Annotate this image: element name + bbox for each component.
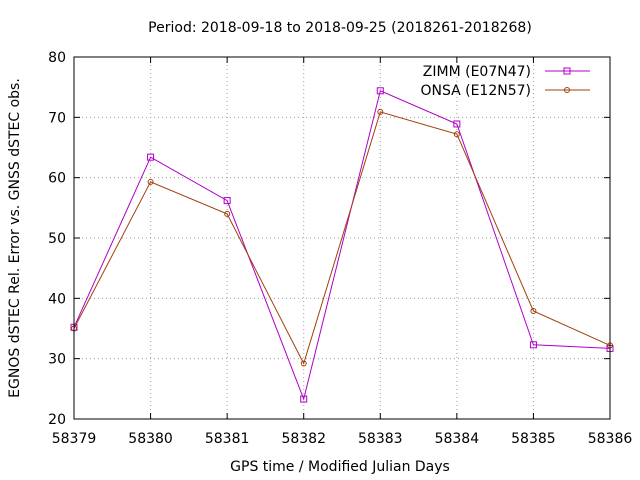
x-tick-label: 58384: [435, 431, 480, 447]
legend-marker: [564, 87, 570, 93]
y-axis-label: EGNOS dSTEC Rel. Error vs. GNSS dSTEC ob…: [7, 78, 23, 398]
data-point: [147, 178, 154, 185]
data-point: [147, 153, 155, 161]
legend-label: ONSA (E12N57): [420, 83, 531, 99]
y-tick-label: 30: [48, 352, 66, 368]
x-tick-label: 58381: [205, 431, 250, 447]
y-tick-label: 50: [48, 231, 66, 247]
series-2: [71, 108, 613, 367]
x-tick-label: 58386: [588, 431, 633, 447]
legend-label: ZIMM (E07N47): [423, 64, 531, 80]
y-tick-label: 70: [48, 110, 66, 126]
data-point: [300, 395, 308, 403]
data-point: [530, 308, 537, 315]
y-tick-label: 60: [48, 171, 66, 187]
data-point: [453, 120, 461, 128]
x-tick-label: 58379: [52, 431, 97, 447]
plot-frame: [73, 56, 611, 420]
chart-title: Period: 2018-09-18 to 2018-09-25 (201826…: [148, 20, 532, 36]
x-tick-label: 58380: [128, 431, 173, 447]
x-axis-label: GPS time / Modified Julian Days: [230, 459, 450, 475]
data-point: [529, 341, 537, 349]
series-line: [73, 111, 611, 365]
legend-entry: ONSA (E12N57): [420, 83, 590, 99]
x-tick-label: 58383: [358, 431, 403, 447]
plot-series: [70, 87, 614, 403]
data-point: [224, 210, 231, 217]
y-tick-label: 20: [48, 412, 66, 428]
legend-marker: [563, 67, 571, 75]
y-tick-label: 80: [48, 50, 66, 66]
series-1: [70, 87, 614, 403]
data-point: [300, 360, 307, 367]
x-tick-label: 58382: [281, 431, 326, 447]
data-point: [376, 87, 384, 95]
y-tick-label: 40: [48, 291, 66, 307]
x-tick-label: 58385: [511, 431, 556, 447]
legend-entry: ZIMM (E07N47): [423, 64, 590, 80]
data-point: [377, 108, 384, 115]
data-point: [453, 131, 460, 138]
data-point: [223, 197, 231, 205]
legend: ZIMM (E07N47) ONSA (E12N57): [420, 64, 590, 99]
series-line: [73, 90, 611, 401]
axis-ticks: 58379 58380 58381 58382 58383 58384 58385 58386…: [48, 50, 632, 447]
